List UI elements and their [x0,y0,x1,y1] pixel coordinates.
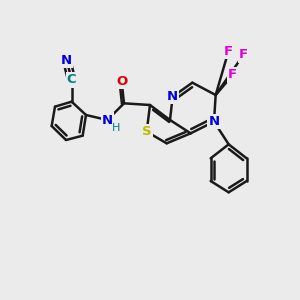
Text: N: N [102,113,113,127]
Text: N: N [61,53,72,67]
Text: N: N [208,115,220,128]
Text: C: C [67,74,76,86]
Text: H: H [112,123,121,134]
Text: S: S [142,125,152,138]
Text: F: F [228,68,237,82]
Text: N: N [167,90,178,103]
Text: O: O [116,75,127,88]
Text: F: F [224,45,233,58]
Text: F: F [239,49,248,62]
